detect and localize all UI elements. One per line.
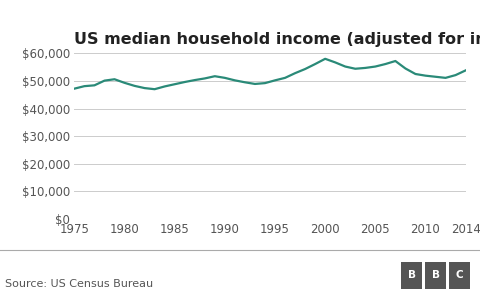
Text: B: B <box>432 270 440 280</box>
Text: US median household income (adjusted for inflation): US median household income (adjusted for… <box>74 32 480 46</box>
Text: C: C <box>456 270 463 280</box>
Text: Source: US Census Bureau: Source: US Census Bureau <box>5 279 153 289</box>
Text: B: B <box>408 270 416 280</box>
